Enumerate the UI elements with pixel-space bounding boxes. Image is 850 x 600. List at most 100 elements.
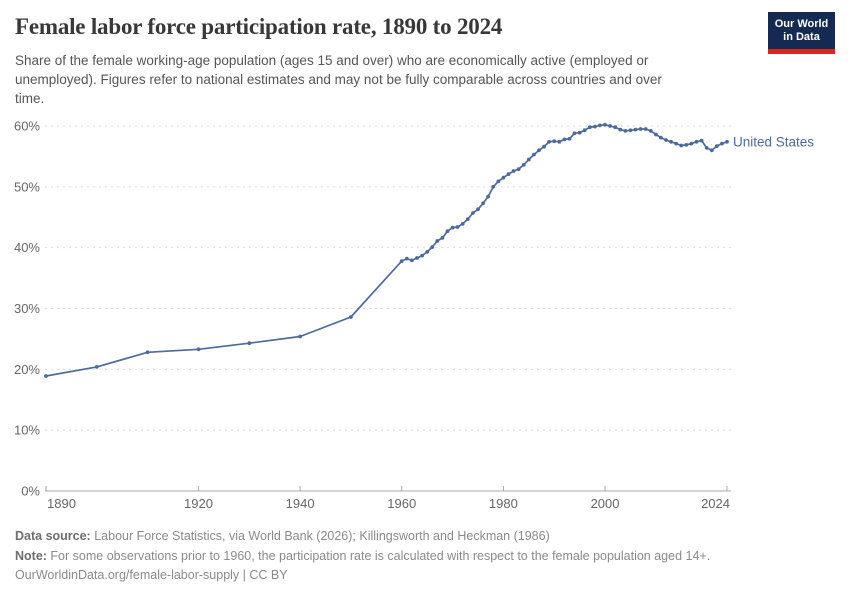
data-point[interactable] bbox=[516, 167, 521, 172]
data-point[interactable] bbox=[699, 138, 704, 143]
data-point[interactable] bbox=[481, 201, 485, 206]
data-point[interactable] bbox=[628, 128, 633, 133]
data-point[interactable] bbox=[709, 148, 714, 153]
data-point[interactable] bbox=[425, 250, 430, 254]
data-source-line: Data source: Labour Force Statistics, vi… bbox=[15, 527, 815, 547]
data-point[interactable] bbox=[465, 217, 470, 222]
data-point[interactable] bbox=[638, 127, 643, 131]
data-point[interactable] bbox=[648, 129, 653, 133]
data-point[interactable] bbox=[704, 146, 709, 150]
data-point[interactable] bbox=[476, 207, 480, 212]
owid-logo-line1: Our World bbox=[774, 18, 829, 30]
data-point[interactable] bbox=[557, 139, 562, 144]
owid-logo-line2: in Data bbox=[783, 31, 820, 43]
data-point[interactable] bbox=[567, 136, 572, 141]
data-point[interactable] bbox=[542, 144, 546, 149]
data-point[interactable] bbox=[659, 135, 663, 140]
data-point[interactable] bbox=[598, 123, 602, 128]
data-point[interactable] bbox=[455, 225, 460, 229]
data-point[interactable] bbox=[664, 138, 668, 142]
data-point[interactable] bbox=[501, 175, 506, 180]
data-point[interactable] bbox=[532, 152, 536, 157]
data-point[interactable] bbox=[526, 157, 531, 162]
page-title: Female labor force participation rate, 1… bbox=[15, 14, 503, 39]
data-point[interactable] bbox=[415, 256, 419, 260]
data-point[interactable] bbox=[714, 144, 719, 149]
data-source-text: Labour Force Statistics, via World Bank … bbox=[90, 529, 550, 543]
data-point[interactable] bbox=[618, 127, 623, 132]
data-point[interactable] bbox=[460, 222, 465, 226]
data-point[interactable] bbox=[521, 163, 526, 167]
data-point[interactable] bbox=[420, 253, 424, 258]
x-tick-label: 1980 bbox=[489, 496, 518, 511]
y-tick-label: 0% bbox=[21, 484, 40, 499]
data-point[interactable] bbox=[511, 169, 516, 173]
chart-footer: Data source: Labour Force Statistics, vi… bbox=[15, 527, 815, 586]
series-line[interactable] bbox=[45, 123, 728, 377]
data-point[interactable] bbox=[654, 132, 658, 137]
y-tick-label: 20% bbox=[14, 362, 40, 377]
data-point[interactable] bbox=[552, 139, 557, 144]
data-point[interactable] bbox=[684, 143, 689, 147]
y-tick-label: 10% bbox=[14, 423, 40, 438]
note-line: Note: For some observations prior to 196… bbox=[15, 547, 815, 567]
y-tick-label: 60% bbox=[14, 119, 40, 134]
data-point[interactable] bbox=[603, 122, 607, 127]
y-tick-label: 30% bbox=[14, 301, 40, 316]
data-point[interactable] bbox=[577, 130, 582, 135]
owid-logo[interactable]: Our World in Data bbox=[768, 12, 835, 54]
data-point[interactable] bbox=[445, 229, 450, 234]
x-tick-label: 2024 bbox=[701, 496, 730, 511]
note-text: For some observations prior to 1960, the… bbox=[46, 548, 711, 563]
data-point[interactable] bbox=[537, 148, 541, 153]
data-point[interactable] bbox=[298, 334, 302, 339]
data-point[interactable] bbox=[450, 225, 455, 230]
data-point[interactable] bbox=[593, 124, 597, 129]
data-point[interactable] bbox=[679, 143, 684, 148]
y-tick-label: 40% bbox=[14, 240, 40, 255]
data-point[interactable] bbox=[694, 139, 699, 144]
data-point[interactable] bbox=[486, 194, 490, 199]
x-tick-label: 1940 bbox=[286, 496, 315, 511]
entity-label[interactable]: United States bbox=[733, 134, 814, 149]
data-point[interactable] bbox=[471, 211, 475, 215]
data-point[interactable] bbox=[399, 259, 404, 263]
canonical-url-link[interactable]: OurWorldinData.org/female-labor-supply bbox=[15, 568, 240, 582]
data-point[interactable] bbox=[491, 184, 496, 189]
data-point[interactable] bbox=[613, 125, 618, 130]
data-point[interactable] bbox=[572, 131, 577, 136]
data-point[interactable] bbox=[725, 139, 729, 144]
chart-subtitle: Share of the female working-age populati… bbox=[15, 53, 662, 106]
line-chart-canvas[interactable]: 0% 10% 20% 30% 40% 50% 60% 1890 1920 1940 1960 1980… bbox=[0, 0, 850, 525]
data-point[interactable] bbox=[410, 258, 414, 263]
data-point[interactable] bbox=[94, 365, 99, 369]
data-point[interactable] bbox=[145, 350, 150, 355]
data-point[interactable] bbox=[623, 129, 628, 133]
data-point[interactable] bbox=[496, 179, 501, 184]
data-point[interactable] bbox=[587, 125, 592, 130]
data-point[interactable] bbox=[404, 256, 409, 261]
license-line: OurWorldinData.org/female-labor-supply |… bbox=[15, 566, 815, 586]
data-point[interactable] bbox=[547, 139, 551, 144]
data-point[interactable] bbox=[720, 141, 724, 146]
data-point[interactable] bbox=[196, 347, 201, 352]
data-point[interactable] bbox=[440, 236, 445, 240]
data-point[interactable] bbox=[582, 128, 587, 133]
data-point[interactable] bbox=[506, 172, 511, 177]
data-point[interactable] bbox=[562, 137, 567, 142]
data-point[interactable] bbox=[633, 127, 638, 132]
data-point[interactable] bbox=[247, 341, 252, 346]
note-label: Note: bbox=[15, 548, 47, 563]
data-source-label: Data source: bbox=[15, 529, 91, 543]
data-point[interactable] bbox=[643, 127, 648, 131]
data-point[interactable] bbox=[669, 139, 673, 144]
x-tick-label: 1920 bbox=[184, 496, 213, 511]
data-point[interactable] bbox=[608, 124, 612, 128]
data-point[interactable] bbox=[674, 141, 679, 146]
data-point[interactable] bbox=[689, 141, 694, 146]
data-point[interactable] bbox=[435, 239, 440, 243]
data-point[interactable] bbox=[430, 245, 435, 250]
data-point[interactable] bbox=[44, 374, 48, 378]
data-point[interactable] bbox=[349, 315, 353, 319]
